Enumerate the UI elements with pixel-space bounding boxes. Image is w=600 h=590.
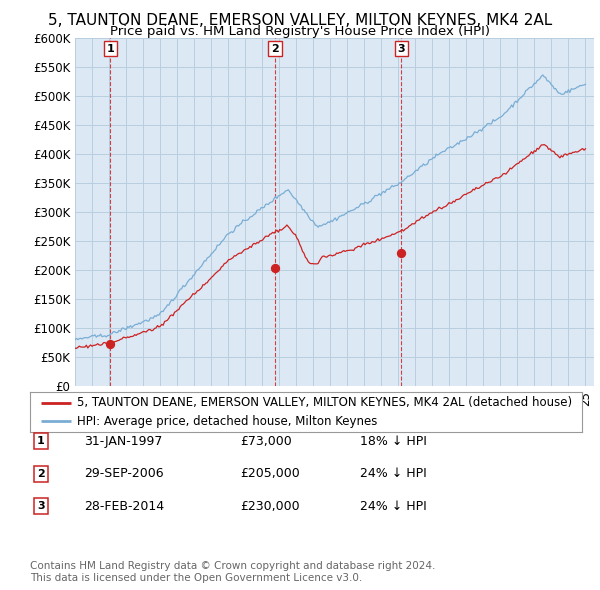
Text: £230,000: £230,000 [240, 500, 299, 513]
Point [106, 339, 115, 349]
Text: 2: 2 [37, 469, 44, 478]
Text: 2: 2 [271, 44, 279, 54]
Text: 3: 3 [37, 502, 44, 511]
Text: 5, TAUNTON DEANE, EMERSON VALLEY, MILTON KEYNES, MK4 2AL: 5, TAUNTON DEANE, EMERSON VALLEY, MILTON… [48, 13, 552, 28]
Text: 28-FEB-2014: 28-FEB-2014 [84, 500, 164, 513]
Point [270, 263, 280, 272]
Text: Price paid vs. HM Land Registry's House Price Index (HPI): Price paid vs. HM Land Registry's House … [110, 25, 490, 38]
Text: £73,000: £73,000 [240, 435, 292, 448]
Text: 31-JAN-1997: 31-JAN-1997 [84, 435, 163, 448]
Text: Contains HM Land Registry data © Crown copyright and database right 2024.
This d: Contains HM Land Registry data © Crown c… [30, 561, 436, 583]
Text: 1: 1 [107, 44, 114, 54]
Text: 24% ↓ HPI: 24% ↓ HPI [360, 467, 427, 480]
Text: 5, TAUNTON DEANE, EMERSON VALLEY, MILTON KEYNES, MK4 2AL (detached house): 5, TAUNTON DEANE, EMERSON VALLEY, MILTON… [77, 396, 572, 409]
Text: 24% ↓ HPI: 24% ↓ HPI [360, 500, 427, 513]
Text: 3: 3 [397, 44, 405, 54]
Text: HPI: Average price, detached house, Milton Keynes: HPI: Average price, detached house, Milt… [77, 415, 377, 428]
Text: £205,000: £205,000 [240, 467, 300, 480]
Text: 1: 1 [37, 437, 44, 446]
Text: 18% ↓ HPI: 18% ↓ HPI [360, 435, 427, 448]
Point [397, 248, 406, 258]
Text: 29-SEP-2006: 29-SEP-2006 [84, 467, 164, 480]
